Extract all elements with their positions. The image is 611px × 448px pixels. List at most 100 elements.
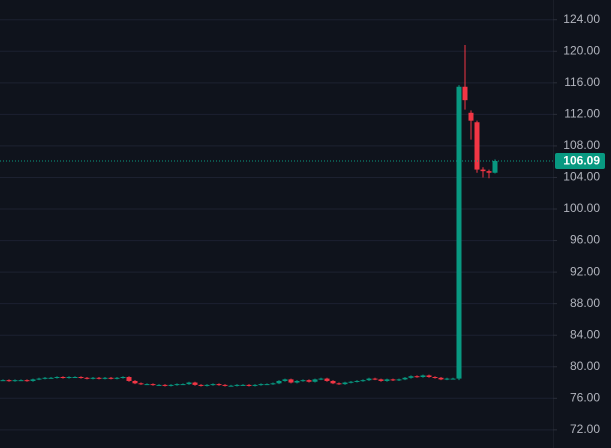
y-tick-label: 84.00: [570, 327, 600, 341]
y-tick-label: 72.00: [570, 422, 600, 436]
candle-body: [108, 377, 114, 379]
candle-body: [12, 380, 18, 382]
candle-body: [336, 383, 342, 385]
candle-body: [240, 384, 246, 386]
candle-body: [246, 384, 252, 386]
candle-body: [72, 377, 78, 379]
last-price-label: 106.09: [563, 154, 600, 168]
candle-body: [210, 384, 216, 386]
candle-body: [204, 384, 210, 386]
candle-body: [318, 378, 324, 380]
candle-body: [450, 378, 456, 380]
candle-body: [18, 380, 24, 382]
y-tick-label: 124.00: [563, 12, 600, 26]
candle-body: [78, 377, 84, 379]
candle-body: [342, 382, 348, 385]
candle-body: [36, 378, 42, 380]
candle-body: [438, 377, 444, 380]
candle-body: [276, 380, 282, 384]
candle-body: [150, 384, 156, 386]
candle-body: [474, 122, 480, 170]
candle-body: [234, 384, 240, 386]
y-tick-label: 104.00: [563, 170, 600, 184]
candle-body: [282, 379, 288, 381]
y-tick-label: 120.00: [563, 43, 600, 57]
candle-body: [462, 86, 468, 101]
candle-body: [6, 380, 12, 382]
candle-body: [24, 380, 30, 382]
candle-body: [132, 380, 138, 384]
candle-body: [66, 377, 72, 379]
candle-body: [312, 379, 318, 382]
candle-body: [294, 380, 300, 383]
candle-body: [162, 384, 168, 386]
candle-body: [102, 377, 108, 379]
candle-body: [48, 377, 54, 379]
candle-body: [396, 379, 402, 381]
candle-body: [468, 112, 474, 121]
candle-body: [354, 380, 360, 382]
candle-body: [42, 377, 48, 379]
candle-body: [126, 377, 132, 381]
candle-body: [84, 377, 90, 379]
last-price-box: [555, 152, 605, 169]
candle-body: [96, 377, 102, 379]
candle-body: [156, 384, 162, 386]
candle-body: [408, 376, 414, 378]
candle-body: [252, 384, 258, 386]
candle-body: [90, 377, 96, 379]
candle-body: [486, 171, 492, 173]
candle-body: [330, 380, 336, 384]
y-tick-label: 76.00: [570, 390, 600, 404]
candle-body: [0, 380, 6, 382]
y-tick-label: 112.00: [564, 107, 600, 121]
candle-body: [30, 379, 36, 381]
candle-body: [366, 378, 372, 381]
candle-body: [402, 377, 408, 380]
candle-body: [324, 378, 330, 381]
candle-body: [348, 381, 354, 383]
candle-body: [444, 378, 450, 380]
candle-body: [264, 384, 270, 386]
candle-body: [54, 377, 60, 379]
y-tick-label: 88.00: [570, 296, 600, 310]
y-tick-label: 80.00: [570, 359, 600, 373]
y-tick-label: 100.00: [563, 201, 600, 215]
candle-body: [456, 86, 462, 379]
candle-body: [168, 384, 174, 386]
candle-body: [480, 169, 486, 172]
candle-body: [390, 379, 396, 381]
candle-body: [120, 377, 126, 379]
candle-body: [138, 383, 144, 385]
candle-body: [492, 160, 498, 173]
candle-body: [180, 384, 186, 386]
y-tick-label: 92.00: [570, 264, 600, 278]
candle-body: [198, 384, 204, 386]
candle-body: [192, 382, 198, 385]
candle-body: [114, 377, 120, 379]
candle-body: [174, 384, 180, 386]
candle-body: [426, 375, 432, 378]
candle-body: [216, 384, 222, 386]
y-tick-label: 96.00: [570, 233, 600, 247]
candle-body: [222, 384, 228, 386]
candle-body: [384, 379, 390, 381]
y-tick-label: 108.00: [563, 138, 600, 152]
candle-body: [432, 377, 438, 379]
candle-body: [378, 379, 384, 381]
candle-body: [186, 382, 192, 385]
y-tick-label: 116.00: [564, 75, 600, 89]
candle-body: [300, 380, 306, 382]
candle-body: [144, 384, 150, 386]
candle-body: [372, 378, 378, 380]
candle-body: [306, 380, 312, 382]
candle-body: [288, 379, 294, 383]
candle-body: [270, 383, 276, 385]
candle-body: [414, 376, 420, 378]
candle-body: [420, 375, 426, 378]
candle-body: [228, 385, 234, 387]
candle-body: [360, 380, 366, 382]
